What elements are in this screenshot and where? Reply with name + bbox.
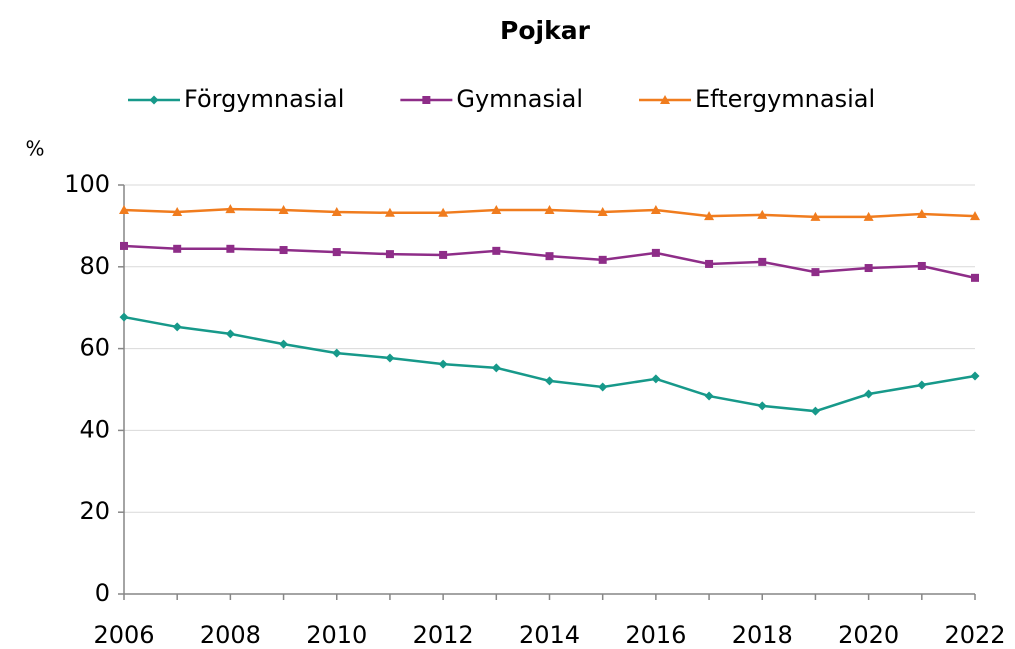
marker — [279, 339, 289, 349]
marker — [705, 259, 714, 268]
marker — [704, 211, 715, 221]
marker — [225, 204, 236, 214]
y-tick-label: 20 — [79, 497, 110, 525]
marker — [119, 312, 129, 322]
marker — [704, 391, 714, 401]
marker — [120, 241, 128, 250]
marker — [810, 211, 821, 221]
x-tick-label: 2016 — [625, 621, 686, 649]
marker — [172, 322, 182, 332]
marker — [332, 248, 341, 257]
marker — [810, 406, 820, 416]
marker — [864, 264, 873, 273]
x-tick-label: 2018 — [732, 621, 793, 649]
y-tick-label: 0 — [95, 579, 110, 607]
marker — [863, 211, 874, 221]
marker — [917, 380, 927, 390]
legend: Förgymnasial Gymnasial Eftergymnasial — [128, 85, 875, 113]
x-tick-label: 2010 — [306, 621, 367, 649]
marker — [970, 211, 980, 221]
y-axis-label: % — [25, 137, 44, 161]
x-tick-label: 2020 — [838, 621, 899, 649]
x-tick-label: 2012 — [413, 621, 474, 649]
marker — [384, 207, 395, 217]
marker — [173, 244, 182, 253]
marker — [651, 374, 661, 384]
marker — [226, 244, 235, 253]
y-tick-label: 100 — [64, 170, 110, 198]
marker — [757, 401, 767, 411]
marker — [757, 209, 768, 219]
marker — [651, 248, 660, 257]
marker — [331, 206, 342, 216]
marker — [491, 363, 501, 373]
marker — [598, 382, 608, 392]
marker — [385, 353, 395, 363]
marker — [545, 376, 554, 386]
x-tick-label: 2014 — [519, 621, 580, 649]
marker — [971, 273, 979, 282]
marker — [278, 204, 289, 214]
series-line — [123, 315, 976, 413]
x-tick-label: 2008 — [200, 621, 261, 649]
legend-label: Eftergymnasial — [695, 85, 875, 113]
x-tick-label: 2022 — [944, 621, 1005, 649]
marker — [758, 257, 767, 266]
chart-title: Pojkar — [500, 16, 591, 45]
marker — [225, 329, 235, 339]
y-tick-label: 80 — [79, 252, 110, 280]
marker — [438, 359, 448, 369]
x-tick-label: 2006 — [93, 621, 154, 649]
marker — [385, 250, 394, 259]
marker — [660, 95, 671, 104]
marker — [864, 389, 874, 399]
marker — [811, 268, 820, 277]
marker — [422, 96, 431, 104]
marker — [544, 204, 555, 214]
marker — [438, 207, 449, 217]
marker — [332, 348, 342, 358]
marker — [970, 371, 980, 381]
marker — [917, 261, 926, 270]
legend-label: Gymnasial — [456, 85, 583, 113]
y-tick-label: 60 — [79, 334, 110, 362]
marker — [439, 250, 448, 259]
marker — [597, 206, 608, 216]
series-line — [123, 244, 976, 280]
marker — [650, 204, 661, 214]
marker — [545, 252, 554, 261]
marker — [491, 204, 502, 214]
marker — [119, 204, 129, 214]
marker — [492, 246, 501, 255]
marker — [172, 206, 183, 216]
legend-label: Förgymnasial — [184, 85, 344, 113]
marker — [598, 255, 607, 264]
y-tick-label: 40 — [79, 415, 110, 443]
marker — [916, 209, 927, 219]
marker — [149, 95, 159, 105]
marker — [279, 246, 288, 255]
